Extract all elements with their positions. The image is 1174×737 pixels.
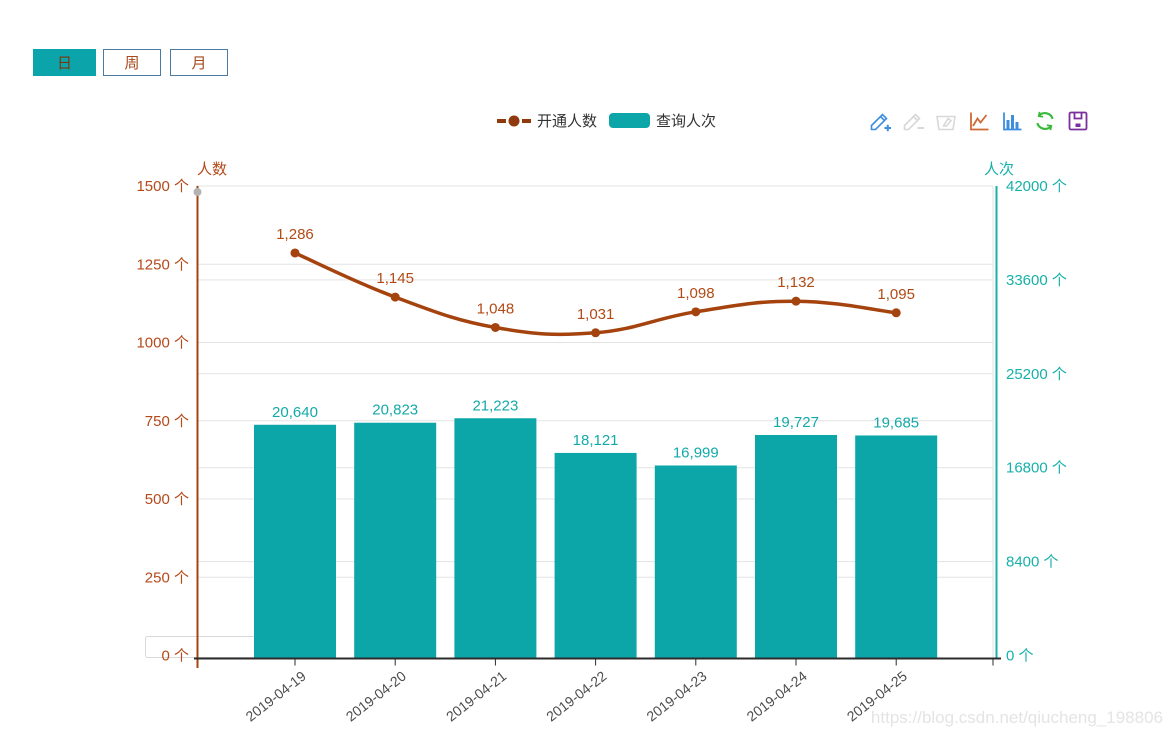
edit-remove-icon[interactable] [901,108,925,134]
tab-week[interactable]: 周 [103,49,161,76]
left-axis-tick-label: 0 个 [161,648,189,665]
bar[interactable] [254,424,336,658]
bar-value-label: 20,640 [272,404,318,421]
axis-handle-dot [193,188,202,196]
line-value-label: 1,048 [477,300,515,317]
right-axis-tick-label: 16800 个 [1006,460,1067,477]
tab-day[interactable]: 日 [33,49,96,76]
legend-label-line-series: 开通人数 [537,113,598,130]
x-axis-label: 2019-04-19 [243,668,309,725]
line-value-label: 1,145 [376,270,414,287]
right-axis-name: 人次 [984,161,1014,178]
line-point[interactable] [891,308,901,318]
period-tabs: 日 周 月 [33,49,228,76]
right-axis-tick-label: 8400 个 [1006,554,1059,571]
refresh-icon[interactable] [1033,108,1057,134]
tab-month[interactable]: 月 [170,49,228,76]
right-axis-tick-label: 0 个 [1006,648,1034,665]
bar-value-label: 21,223 [472,397,518,414]
bar-value-label: 18,121 [573,432,619,449]
bar-value-label: 16,999 [673,444,719,461]
x-axis-label: 2019-04-22 [543,668,609,725]
left-axis-tick-label: 250 个 [145,569,189,586]
bar-value-label: 19,727 [773,414,819,431]
bar[interactable] [855,435,938,658]
line-value-label: 1,286 [276,226,314,243]
bar-value-label: 19,685 [873,414,919,431]
watermark-text: https://blog.csdn.net/qiucheng_198806 [871,708,1163,727]
line-point[interactable] [691,307,701,317]
line-chart-icon[interactable] [967,108,991,134]
bar[interactable] [454,418,537,658]
line-point[interactable] [390,292,400,302]
right-axis-tick-label: 42000 个 [1006,178,1067,195]
legend-item-bar-series[interactable]: 查询人次 [609,110,716,131]
line-value-label: 1,031 [577,306,615,323]
bar-chart-icon[interactable] [1000,108,1024,134]
line-value-label: 1,098 [677,285,715,302]
x-axis-label: 2019-04-21 [443,668,509,725]
bar-series-marker-icon [609,113,651,128]
line-point[interactable] [791,296,801,306]
line-value-label: 1,132 [777,274,815,291]
line-value-label: 1,095 [877,286,915,303]
left-axis-name: 人数 [197,161,227,178]
bar[interactable] [554,452,637,658]
x-axis-label: 2019-04-20 [343,668,409,725]
line-point[interactable] [591,328,601,338]
x-axis-label: 2019-04-23 [643,668,709,725]
bar[interactable] [755,434,837,658]
line-point[interactable] [490,322,500,332]
clear-icon[interactable] [934,108,958,134]
save-icon[interactable] [1066,108,1090,134]
bar[interactable] [354,422,437,658]
x-axis-label: 2019-04-24 [744,668,810,725]
edit-add-icon[interactable] [868,108,892,134]
left-axis-tick-label: 1500 个 [136,178,189,195]
left-axis-tick-label: 1000 个 [136,335,189,352]
line-series-marker-icon [497,115,531,126]
left-axis-tick-label: 1250 个 [136,256,189,273]
left-axis-tick-label: 500 个 [145,491,189,508]
chart-toolbox [868,108,1090,134]
legend-item-line-series[interactable]: 开通人数 [497,110,597,131]
line-point[interactable] [290,248,300,258]
chart-legend: 开通人数 查询人次 [497,110,716,131]
bar-value-label: 20,823 [372,402,418,419]
left-axis-tick-label: 750 个 [145,413,189,430]
right-axis-tick-label: 25200 个 [1006,366,1067,383]
bar[interactable] [654,465,737,658]
right-axis-tick-label: 33600 个 [1006,272,1067,289]
legend-label-bar-series: 查询人次 [656,113,717,130]
